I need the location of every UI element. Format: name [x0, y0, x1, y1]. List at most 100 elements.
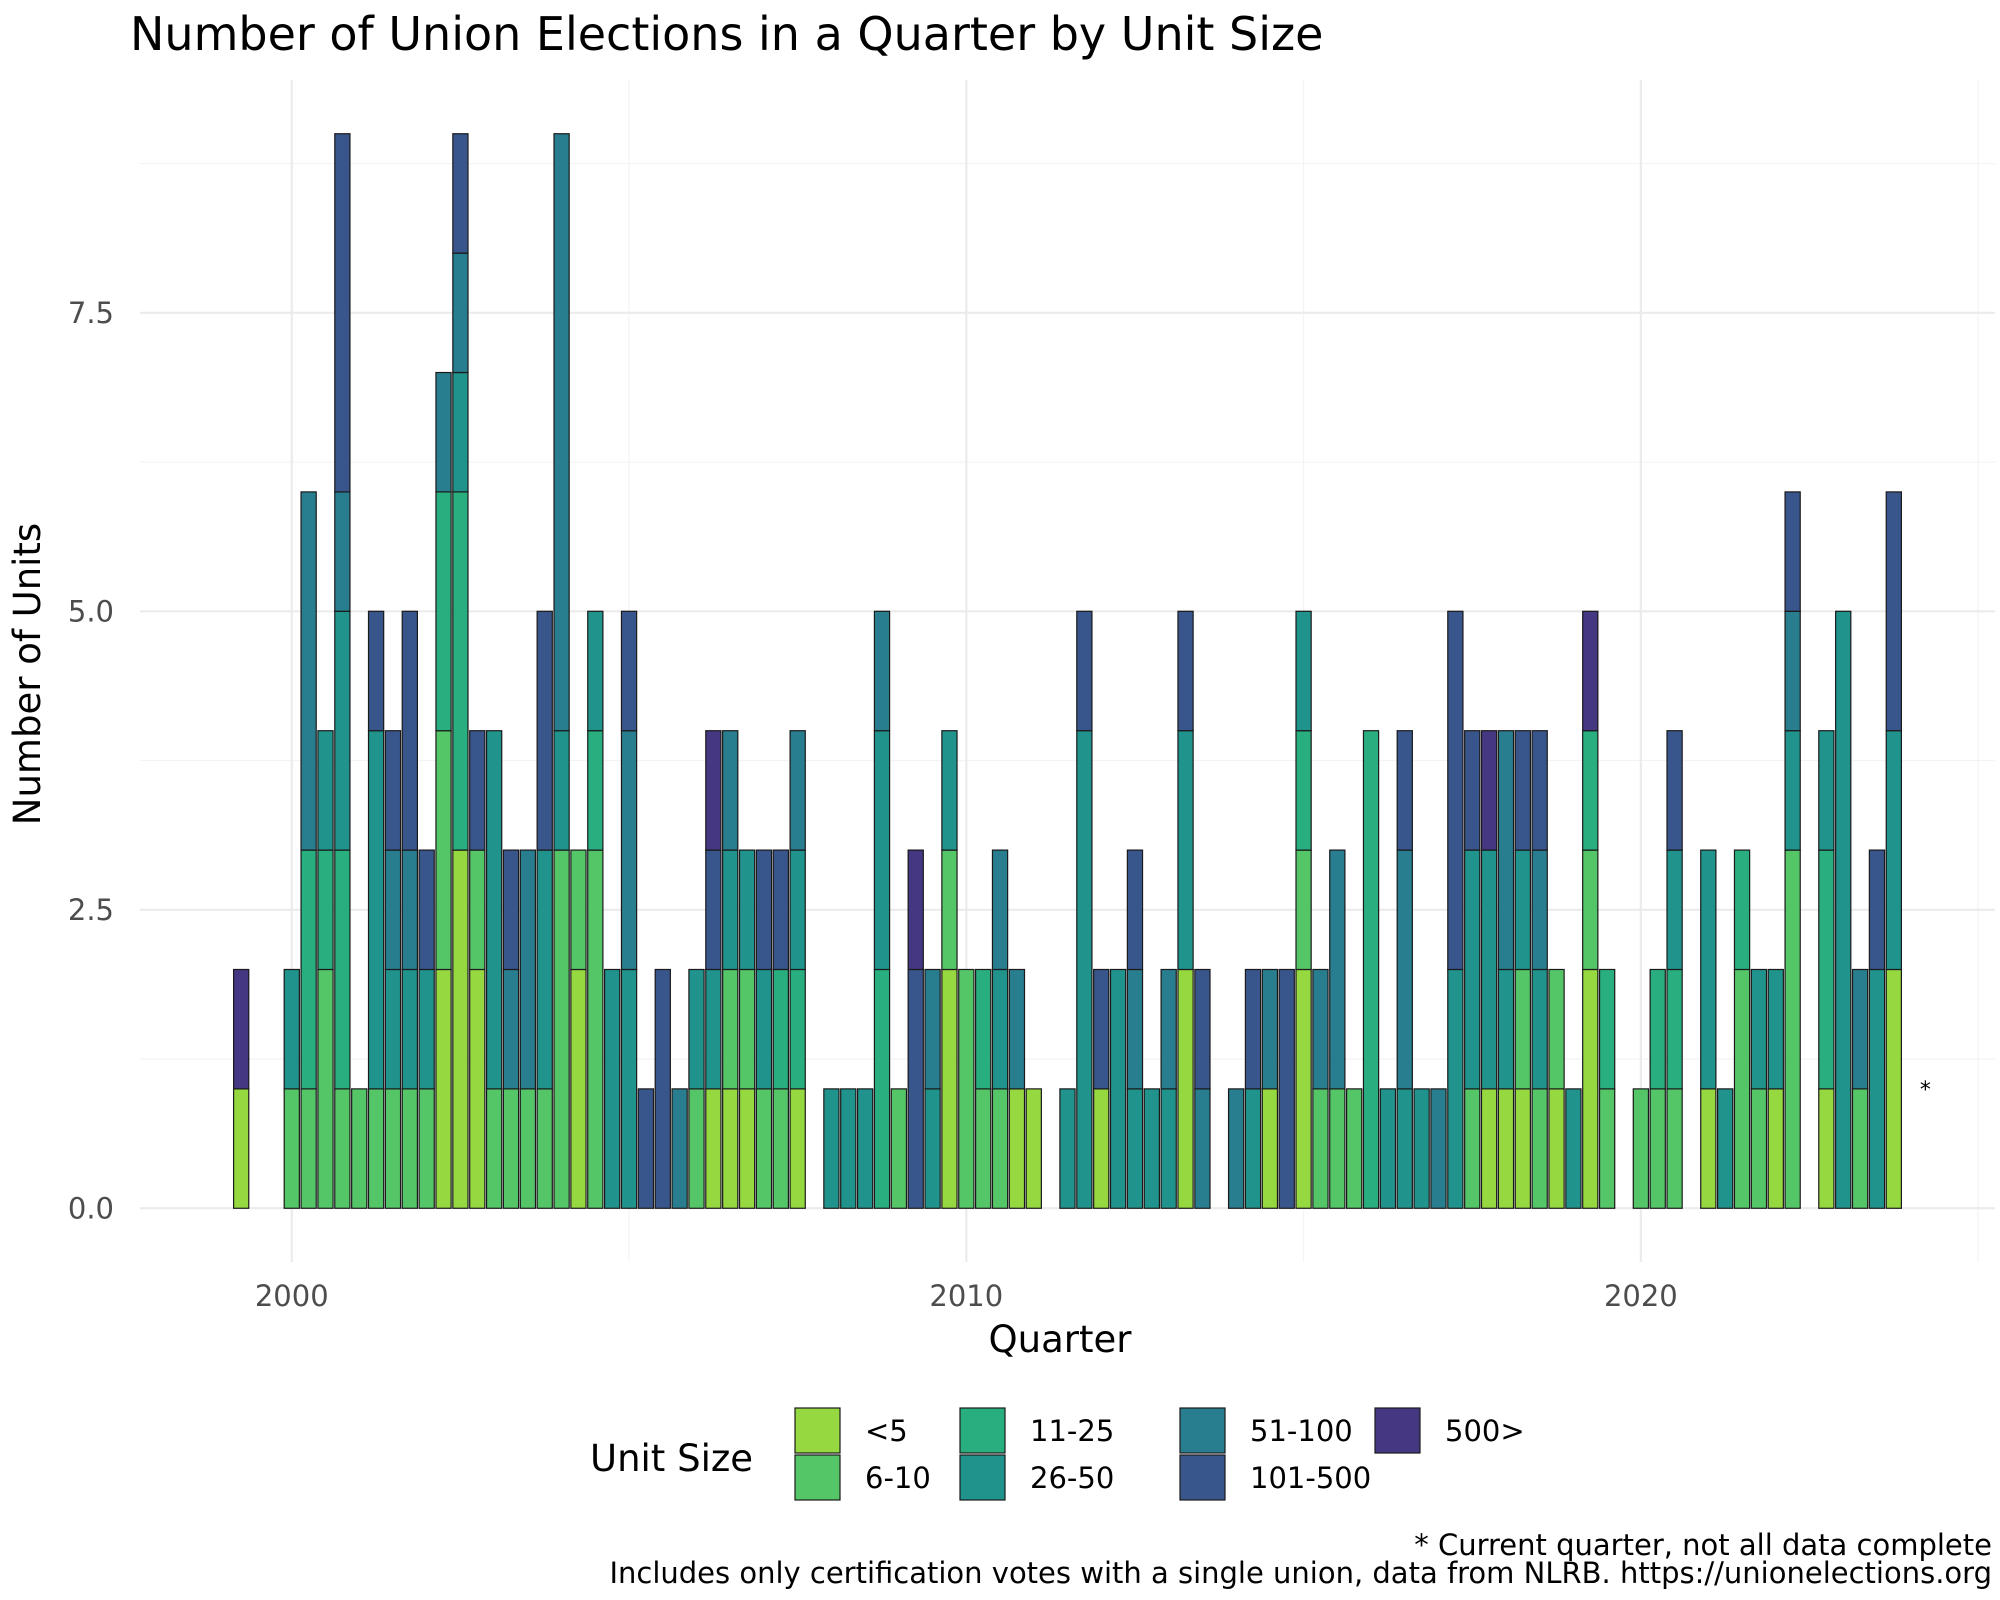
- bar-segment: [1278, 968, 1295, 1209]
- bar-segment: [1244, 968, 1262, 1090]
- bar-segment: [300, 849, 317, 1090]
- bar-segment: [789, 730, 806, 851]
- bar-segment: [334, 849, 351, 1090]
- bar-segment: [1818, 730, 1835, 851]
- bar-segment: [1480, 849, 1498, 1090]
- bar-segment: [1733, 968, 1751, 1209]
- bar-segment: [755, 849, 773, 971]
- bar-segment: [1598, 1088, 1616, 1209]
- bar-segment: [1548, 1088, 1565, 1209]
- bar-segment: [1767, 1088, 1784, 1209]
- bar-segment: [1818, 1088, 1835, 1209]
- bar-segment: [1666, 1088, 1683, 1209]
- bar-segment: [401, 849, 419, 971]
- bar-segment: [334, 610, 351, 851]
- bar-segment: [1835, 610, 1852, 1209]
- legend-label: 101-500: [1250, 1461, 1371, 1495]
- bar-segment: [1666, 968, 1683, 1090]
- bar-segment: [384, 968, 402, 1090]
- bar-segment: [300, 491, 317, 851]
- bar-segment: [738, 968, 756, 1090]
- bar-segment: [317, 968, 334, 1209]
- bar-segment: [873, 610, 891, 732]
- legend-key: [1179, 1407, 1226, 1454]
- bar-segment: [941, 730, 958, 851]
- bar-segment: [1345, 1088, 1363, 1209]
- bar-segment: [435, 968, 452, 1209]
- bar-segment: [1160, 1088, 1177, 1209]
- bar-segment: [974, 968, 992, 1090]
- bar-segment: [722, 730, 739, 851]
- bar-segment: [1295, 730, 1312, 851]
- bar-segment: [435, 730, 452, 971]
- bar-segment: [789, 968, 806, 1090]
- bar-segment: [1480, 730, 1498, 851]
- bar-segment: [722, 849, 739, 971]
- bar-segment: [823, 1088, 840, 1209]
- bar-segment: [334, 133, 351, 493]
- bar-segment: [1582, 610, 1599, 732]
- legend-label: <5: [865, 1414, 908, 1448]
- bar-segment: [1514, 1088, 1532, 1209]
- bar-segment: [1531, 1088, 1548, 1209]
- bar-segment: [1716, 1088, 1734, 1209]
- bar-segment: [367, 610, 385, 732]
- bar-segment: [1666, 730, 1683, 851]
- bar-segment: [1093, 1088, 1110, 1209]
- bar-segment: [1700, 849, 1717, 1090]
- bar-segment: [705, 849, 722, 971]
- bar-segment: [1076, 610, 1093, 732]
- bar-segment: [958, 968, 975, 1209]
- bar-segment: [452, 491, 469, 851]
- legend-key: [794, 1454, 841, 1501]
- bar-segment: [789, 1088, 806, 1209]
- legend-label: 11-25: [1030, 1414, 1114, 1448]
- bar-segment: [1261, 968, 1279, 1090]
- bar-segment: [1784, 491, 1801, 612]
- bar-segment: [1885, 730, 1903, 971]
- bar-segment: [705, 730, 722, 851]
- bar-segment: [1126, 1088, 1144, 1209]
- bar-segment: [502, 1088, 520, 1209]
- bar-segment: [1430, 1088, 1447, 1209]
- bar-segment: [1059, 1088, 1076, 1209]
- bar-segment: [553, 730, 570, 851]
- bar-segment: [654, 968, 671, 1209]
- bar-segment: [1565, 1088, 1582, 1209]
- bar-segment: [722, 968, 739, 1090]
- bar-segment: [1582, 968, 1599, 1209]
- bar-segment: [1464, 849, 1481, 1090]
- bar-segment: [1396, 849, 1413, 1090]
- bar-segment: [587, 730, 604, 851]
- bar-segment: [283, 968, 300, 1090]
- bar-segment: [1413, 1088, 1430, 1209]
- y-tick-label: 7.5: [68, 296, 114, 330]
- y-axis-title: Number of Units: [6, 523, 49, 825]
- bar-segment: [1362, 730, 1380, 1209]
- bar-segment: [1480, 1088, 1498, 1209]
- bar-segment: [418, 849, 435, 971]
- bar-segment: [1548, 968, 1565, 1090]
- bar-segment: [991, 849, 1009, 971]
- bar-segment: [1177, 730, 1194, 971]
- bar-segment: [637, 1088, 655, 1209]
- bar-segment: [1177, 968, 1194, 1209]
- bar-segment: [232, 1088, 250, 1209]
- x-axis-title: Quarter: [989, 1318, 1133, 1361]
- bar-segment: [570, 849, 587, 971]
- caption-source: Includes only certification votes with a…: [609, 1556, 1992, 1590]
- bar-segment: [1784, 610, 1801, 732]
- bar-segment: [840, 1088, 857, 1209]
- bar-segment: [856, 1088, 874, 1209]
- bar-segment: [1497, 968, 1515, 1090]
- bar-segment: [873, 730, 891, 971]
- bar-segment: [1632, 1088, 1650, 1209]
- y-tick-label: 0.0: [68, 1191, 114, 1225]
- bar-segment: [991, 968, 1009, 1090]
- bar-segment: [1177, 610, 1194, 732]
- bar-segment: [772, 849, 790, 971]
- legend-key: [1374, 1407, 1421, 1454]
- bar-segment: [1666, 849, 1683, 971]
- bar-segment: [1750, 968, 1768, 1090]
